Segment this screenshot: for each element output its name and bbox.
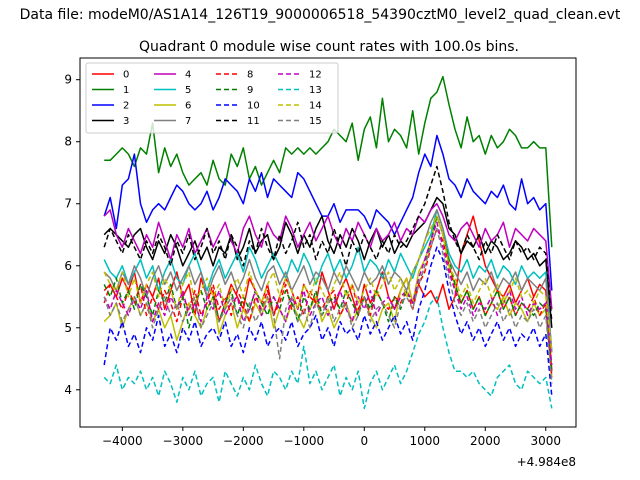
series-line-3 (103, 196, 553, 328)
series-line-4 (103, 202, 553, 310)
legend-label-0: 0 (123, 70, 129, 81)
legend-label-9: 9 (247, 85, 253, 96)
x-tick-label: −2000 (223, 434, 264, 448)
legend-label-7: 7 (185, 116, 191, 127)
series-line-7 (103, 209, 553, 353)
legend-box (85, 62, 339, 134)
series-line-1 (104, 75, 553, 248)
x-tick-label: 0 (360, 434, 368, 448)
legend-label-5: 5 (185, 85, 191, 96)
x-tick-label: 2000 (470, 434, 501, 448)
plot-area-frame (79, 57, 577, 428)
x-tick-label: −4000 (102, 434, 143, 448)
chart-title: Quadrant 0 module wise count rates with … (139, 39, 519, 55)
ticks-layer: −4000 −3000 −2000 −1000 0 1000 2000 3000 4 5 6 7 8 9 (64, 73, 561, 448)
series-line-8 (103, 227, 553, 378)
legend-label-8: 8 (247, 70, 253, 81)
legend-label-15: 15 (309, 116, 322, 127)
y-tick-label: 7 (64, 197, 72, 211)
x-offset-label: +4.984e8 (517, 455, 576, 469)
legend-label-13: 13 (309, 85, 322, 96)
legend-label-10: 10 (247, 101, 260, 112)
legend-label-1: 1 (123, 85, 129, 96)
y-tick-label: 8 (64, 135, 72, 149)
x-tick-label: −3000 (163, 434, 204, 448)
series-line-14 (103, 215, 553, 353)
y-tick-label: 9 (64, 73, 72, 87)
legend-label-2: 2 (123, 101, 129, 112)
x-tick-label: 3000 (530, 434, 561, 448)
figure-suptitle: Data file: modeM0/AS1A14_126T19_90000065… (20, 7, 621, 23)
y-tick-label: 4 (64, 383, 72, 397)
series-line-5 (103, 209, 553, 353)
series-line-13 (103, 296, 553, 410)
series-layer (103, 75, 553, 410)
x-tick-label: −1000 (284, 434, 325, 448)
legend-label-11: 11 (247, 116, 260, 127)
x-tick-label: 1000 (410, 434, 441, 448)
legend-label-12: 12 (309, 70, 322, 81)
series-line-15 (103, 227, 553, 384)
series-line-10 (103, 246, 553, 397)
y-tick-label: 6 (64, 259, 72, 273)
legend-label-6: 6 (185, 101, 191, 112)
legend-label-3: 3 (123, 116, 129, 127)
series-line-11 (103, 165, 553, 322)
legend-label-4: 4 (185, 70, 191, 81)
legend-label-14: 14 (309, 101, 322, 112)
y-tick-label: 5 (64, 321, 72, 335)
series-line-12 (103, 221, 553, 366)
